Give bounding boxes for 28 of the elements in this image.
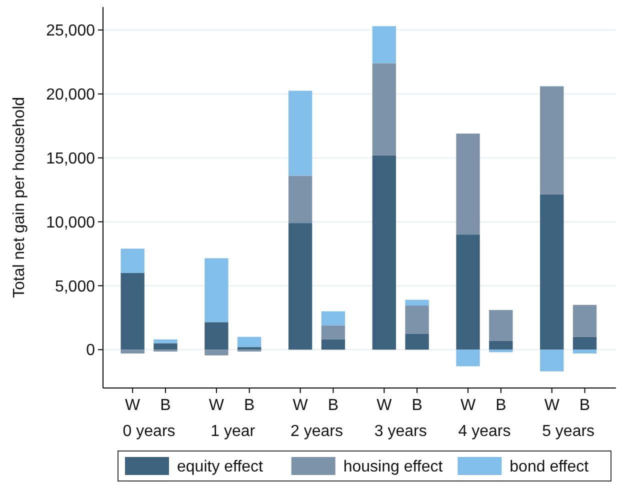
x-tick-label: B — [160, 397, 171, 414]
legend-label: equity effect — [177, 458, 264, 476]
x-tick-label: W — [376, 397, 393, 414]
x-tick-label: W — [544, 397, 560, 414]
text: 0 years — [122, 423, 176, 440]
text: 5 years — [542, 423, 595, 440]
x-tick-label: B — [412, 397, 422, 414]
x-tick-label: W — [125, 397, 142, 414]
text: 4 years — [458, 423, 511, 440]
legend-label: bond effect — [510, 458, 590, 476]
x-tick-label: W — [460, 397, 476, 414]
text: 2 years — [290, 423, 343, 440]
x-tick-label: B — [579, 397, 590, 414]
y-tick-label: 10,000 — [46, 214, 96, 232]
text: 3 years — [374, 423, 427, 440]
y-tick-label: 0 — [86, 342, 96, 360]
x-tick-label: B — [496, 397, 506, 414]
y-tick-label: 15,000 — [46, 150, 96, 168]
y-tick-label: 25,000 — [46, 22, 96, 40]
y-tick-label: 20,000 — [46, 86, 96, 104]
text: 1 year — [210, 423, 256, 440]
x-tick-label: W — [292, 397, 309, 414]
x-tick-label: B — [244, 397, 255, 414]
y-tick-label: 5,000 — [54, 278, 96, 296]
x-tick-label: B — [328, 397, 339, 414]
legend-label: housing effect — [343, 458, 444, 476]
y-axis-title: Total net gain per household — [11, 96, 28, 298]
x-tick-label: W — [208, 397, 225, 414]
